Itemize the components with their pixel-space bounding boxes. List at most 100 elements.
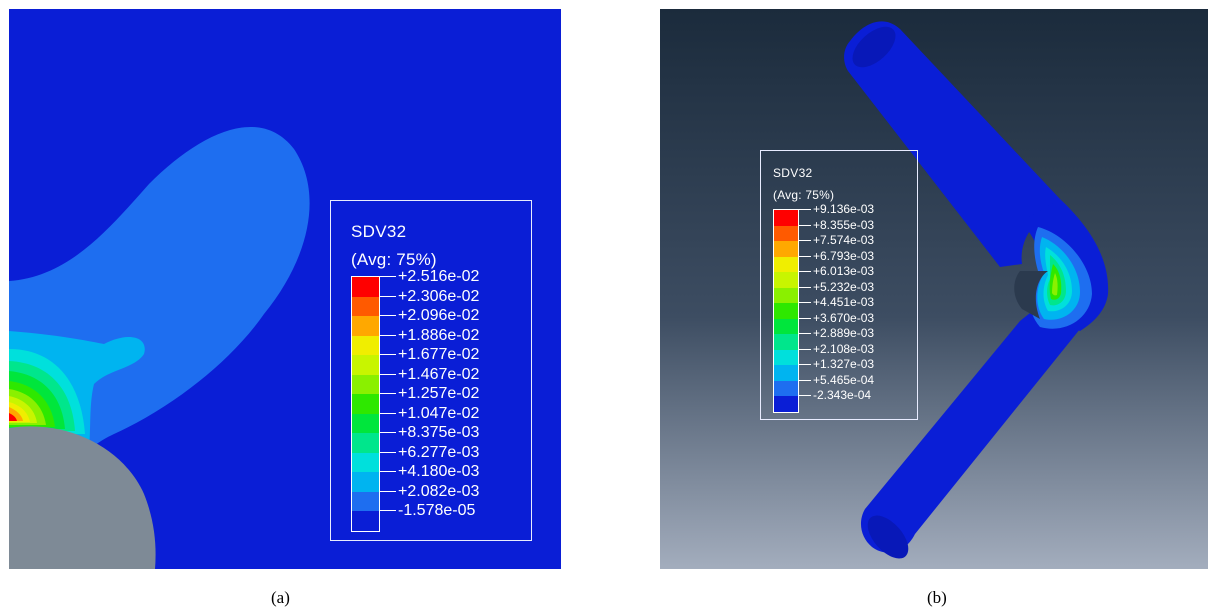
legend-value: +6.013e-03 bbox=[813, 264, 875, 279]
legend-body: +2.516e-02 +2.306e-02 +2.096e-02 +1.886e-02… bbox=[351, 268, 531, 546]
legend-labels: +9.136e-03 +8.355e-03 +7.574e-03 +6.793e-03… bbox=[813, 202, 874, 404]
legend-tick bbox=[380, 490, 396, 492]
color-swatch bbox=[774, 396, 798, 412]
legend-value: -2.343e-04 bbox=[813, 388, 872, 403]
pipe-lower-arm bbox=[860, 309, 1080, 553]
color-swatch bbox=[774, 241, 798, 257]
legend-tick bbox=[380, 295, 396, 297]
legend-value: +8.355e-03 bbox=[813, 217, 875, 232]
pipe-end-upper bbox=[852, 26, 896, 68]
legend-value: -1.578e-05 bbox=[398, 502, 476, 520]
legend-labels: +2.516e-02 +2.306e-02 +2.096e-02 +1.886e-02… bbox=[398, 267, 479, 521]
legend-tick bbox=[380, 393, 396, 394]
contour-plot-plate: SDV32 (Avg: 75%) +2.516e-02 +2.306e-02 +2.… bbox=[9, 9, 561, 569]
legend-value: +1.257e-02 bbox=[398, 385, 480, 403]
legend-value: +3.670e-03 bbox=[813, 310, 875, 325]
legend-value: +8.375e-03 bbox=[398, 424, 480, 442]
legend-value: +1.677e-02 bbox=[398, 346, 480, 364]
legend-subtitle: (Avg: 75%) bbox=[773, 188, 835, 202]
color-swatch bbox=[774, 349, 798, 365]
color-swatch bbox=[774, 256, 798, 272]
legend-tick bbox=[799, 395, 811, 396]
legend-tick bbox=[380, 334, 396, 336]
legend-tick bbox=[380, 276, 396, 277]
legend-title: SDV32 bbox=[351, 222, 407, 241]
legend-body: +9.136e-03 +8.355e-03 +7.574e-03 +6.793e-03… bbox=[773, 202, 917, 427]
color-swatch bbox=[352, 374, 379, 394]
color-swatch bbox=[774, 303, 798, 319]
legend-value: +2.108e-03 bbox=[813, 341, 875, 356]
legend-tick bbox=[799, 348, 811, 350]
contour-field bbox=[660, 9, 1208, 569]
legend-value: +2.096e-02 bbox=[398, 307, 480, 325]
legend-tick bbox=[799, 364, 811, 365]
pipe-upper-arm bbox=[844, 21, 1060, 268]
contour-field bbox=[9, 126, 310, 569]
legend-value: +1.327e-03 bbox=[813, 357, 875, 372]
legend-tick bbox=[380, 471, 396, 472]
legend-value: +6.793e-03 bbox=[813, 248, 875, 263]
legend-tick bbox=[380, 432, 396, 433]
legend-tick bbox=[380, 354, 396, 355]
color-bar bbox=[351, 276, 380, 532]
color-swatch bbox=[352, 472, 379, 492]
contour-band bbox=[1052, 273, 1058, 296]
legend-value: +4.180e-03 bbox=[398, 463, 480, 481]
color-swatch bbox=[352, 316, 379, 336]
color-swatch bbox=[352, 413, 379, 433]
legend-tick bbox=[799, 240, 811, 241]
legend-tick bbox=[799, 255, 811, 257]
color-swatch bbox=[352, 511, 379, 531]
legend-value: +7.574e-03 bbox=[813, 233, 875, 248]
color-swatch bbox=[774, 334, 798, 350]
legend-title: SDV32 bbox=[773, 166, 813, 180]
legend-value: +4.451e-03 bbox=[813, 295, 875, 310]
pipe-end-lower bbox=[867, 515, 909, 559]
color-swatch bbox=[352, 452, 379, 472]
color-swatch bbox=[774, 365, 798, 381]
legend-value: +2.306e-02 bbox=[398, 287, 480, 305]
color-swatch bbox=[352, 491, 379, 511]
color-swatch bbox=[352, 335, 379, 355]
contour-band bbox=[9, 413, 17, 421]
color-swatch bbox=[352, 355, 379, 375]
legend-value: +2.082e-03 bbox=[398, 482, 480, 500]
legend-value: +9.136e-03 bbox=[813, 202, 875, 217]
legend-tick bbox=[380, 373, 396, 375]
legend-subtitle: (Avg: 75%) bbox=[351, 250, 437, 269]
legend-tick bbox=[799, 209, 811, 210]
pipe-inner-edge bbox=[1014, 271, 1048, 319]
legend-tick bbox=[380, 451, 396, 453]
legend-value: +1.047e-02 bbox=[398, 404, 480, 422]
legend-tick bbox=[380, 412, 396, 414]
color-swatch bbox=[774, 272, 798, 288]
legend-value: +5.232e-03 bbox=[813, 279, 875, 294]
color-swatch bbox=[352, 433, 379, 453]
color-swatch bbox=[774, 225, 798, 241]
legend-value: +2.516e-02 bbox=[398, 268, 480, 286]
legend-value: +2.889e-03 bbox=[813, 326, 875, 341]
legend-tick bbox=[799, 224, 811, 226]
color-swatch bbox=[352, 394, 379, 414]
hole bbox=[9, 426, 156, 569]
legend-value: +6.277e-03 bbox=[398, 443, 480, 461]
legend-tick bbox=[380, 315, 396, 316]
legend: SDV32 (Avg: 75%) +2.516e-02 +2.306e-02 +2.… bbox=[330, 200, 532, 541]
legend-tick bbox=[799, 317, 811, 319]
caption-a: (a) bbox=[271, 588, 290, 607]
legend-value: +5.465e-04 bbox=[813, 372, 875, 387]
legend-tick bbox=[799, 333, 811, 334]
color-swatch bbox=[774, 287, 798, 303]
legend-value: +1.467e-02 bbox=[398, 365, 480, 383]
color-bar bbox=[773, 209, 799, 413]
color-swatch bbox=[774, 210, 798, 226]
color-swatch bbox=[352, 277, 379, 297]
color-swatch bbox=[774, 318, 798, 334]
legend: SDV32 (Avg: 75%) +9.136e-03 +8.355e-03 +7.… bbox=[760, 150, 918, 420]
legend-tick bbox=[380, 510, 396, 511]
legend-tick bbox=[799, 286, 811, 288]
legend-tick bbox=[799, 271, 811, 272]
legend-tick bbox=[799, 379, 811, 381]
legend-tick bbox=[799, 302, 811, 303]
legend-value: +1.886e-02 bbox=[398, 326, 480, 344]
